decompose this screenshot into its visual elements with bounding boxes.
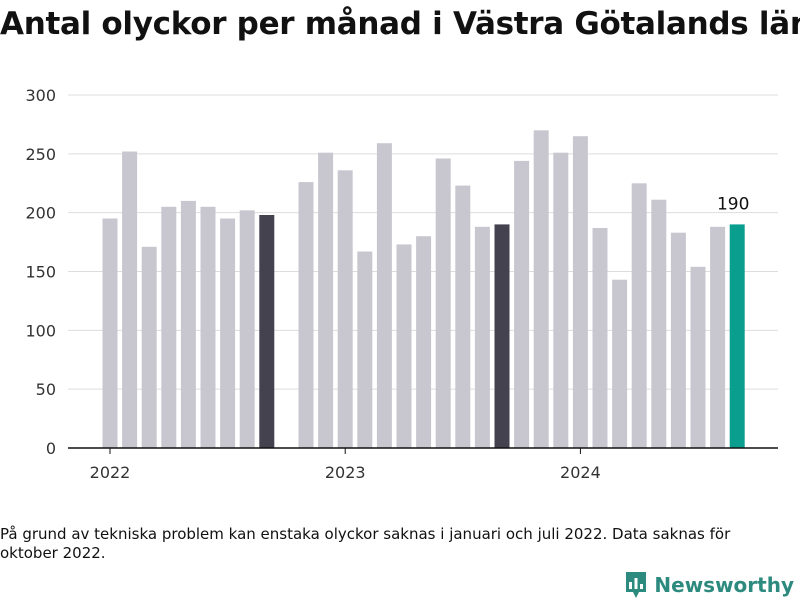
x-axis: 2022 2023 2024: [68, 447, 778, 482]
bar-2023-02: [357, 251, 373, 448]
bar-2024-03: [612, 279, 628, 448]
bar-2023-05: [416, 236, 432, 448]
bar-2024-05: [651, 199, 667, 448]
bar-2022-08: [239, 210, 255, 448]
y-tick-label: 150: [25, 263, 56, 282]
bar-2022-11: [298, 182, 314, 448]
bar-chart-speech-bubble-icon: [626, 572, 647, 598]
bar-2022-05: [180, 200, 196, 448]
footnote: På grund av tekniska problem kan enstaka…: [0, 525, 731, 562]
bar-2022-04: [161, 206, 177, 448]
bar-chart: 0 50 100 150 200 250 300 2022 2023 2024 190: [25, 86, 778, 482]
x-tick-label: 2023: [325, 463, 366, 482]
brand-name: Newsworthy: [654, 573, 794, 597]
bar-2022-06: [200, 206, 216, 448]
brand-logo: Newsworthy: [624, 570, 794, 600]
bar-2024-06: [670, 232, 686, 448]
y-tick-label: 100: [25, 321, 56, 340]
bar-2023-10: [514, 160, 530, 448]
x-tick-label: 2022: [90, 463, 131, 482]
bar-2022-01: [102, 218, 118, 448]
bar-2022-02: [122, 151, 138, 448]
bar-2022-09: [259, 215, 275, 448]
y-tick-label: 250: [25, 145, 56, 164]
chart-title: Antal olyckor per månad i Västra Götalan…: [0, 6, 800, 42]
bar-2023-01: [337, 170, 353, 449]
bar-2024-08: [710, 226, 726, 448]
latest-value-label: 190: [717, 194, 749, 214]
y-axis: 0 50 100 150 200 250 300: [25, 86, 56, 458]
bar-2024-04: [631, 183, 647, 449]
bar-2024-07: [690, 266, 706, 448]
bar-2023-12: [553, 152, 569, 448]
bar-2024-02: [592, 228, 608, 448]
bar-2023-08: [474, 226, 490, 448]
bar-2022-12: [318, 152, 334, 448]
bar-2024-01: [572, 136, 588, 448]
bar-2024-09: [729, 224, 745, 448]
bar-2023-09: [494, 224, 510, 448]
bar-2023-11: [533, 130, 549, 449]
y-tick-label: 200: [25, 204, 56, 223]
annotations: 190: [717, 194, 749, 214]
x-tick-label: 2024: [560, 463, 601, 482]
y-tick-label: 300: [25, 86, 56, 105]
bar-2023-06: [435, 158, 451, 448]
bar-2023-07: [455, 185, 471, 448]
bar-2023-03: [376, 143, 392, 448]
y-tick-label: 50: [36, 380, 56, 399]
bar-2022-07: [220, 218, 236, 448]
bar-2023-04: [396, 244, 412, 448]
y-tick-label: 0: [46, 439, 56, 458]
bars: [102, 130, 745, 449]
bar-2022-03: [141, 246, 157, 448]
